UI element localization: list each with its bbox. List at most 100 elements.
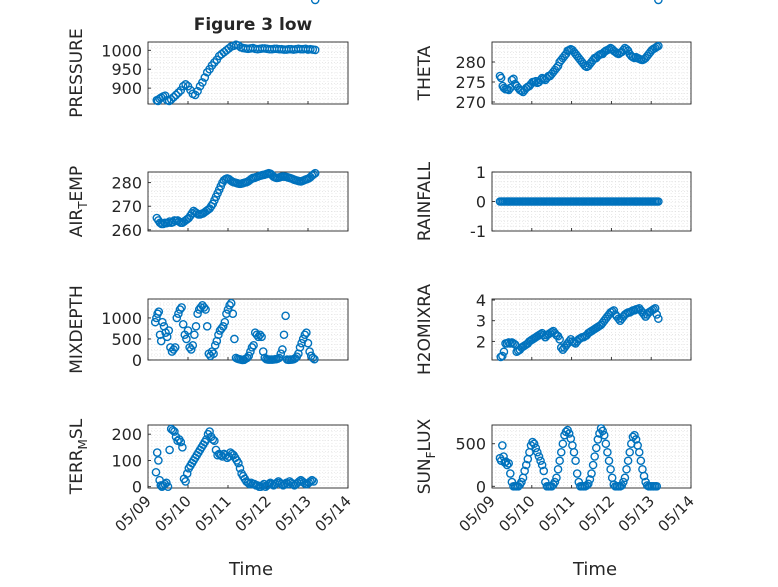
subplot-h2omixra: 23 4 H2OMIXRA [415, 284, 692, 375]
data-point [172, 313, 182, 323]
data-point [630, 430, 639, 440]
y-axis-label: THETA [415, 45, 435, 101]
data-point [255, 330, 265, 340]
data-point [198, 78, 207, 87]
data-point [218, 322, 228, 331]
data-point [539, 466, 549, 476]
data-point [599, 430, 609, 440]
data-point [254, 332, 263, 342]
data-point [154, 307, 164, 316]
data-point [225, 301, 234, 310]
x-tick-label: 05/11 [535, 492, 578, 535]
data-point [279, 330, 289, 340]
y-tick-label: 1000 [101, 309, 142, 328]
y-axis-label: TERRMSL [67, 418, 90, 495]
data-point [601, 439, 611, 449]
data-point [295, 343, 305, 352]
y-tick-label: 280 [111, 174, 142, 193]
data-point [176, 437, 186, 447]
y-tick-label: 500 [455, 435, 486, 454]
data-point [652, 310, 662, 319]
data-point [506, 339, 515, 348]
y-axis-label: RAINFALL [415, 161, 435, 241]
y-axis-label: PRESSURE [67, 28, 87, 117]
data-point [654, 197, 663, 206]
data-point [210, 436, 219, 446]
data-point [200, 73, 210, 82]
data-point [614, 314, 623, 323]
data-point [310, 45, 320, 55]
data-point [199, 303, 209, 312]
y-tick-label: 1000 [101, 41, 142, 60]
data-point [529, 439, 539, 449]
data-point [590, 452, 599, 461]
data-point [603, 447, 612, 457]
data-point [281, 311, 290, 321]
y-tick-label: 0 [476, 193, 486, 212]
data-point [572, 469, 582, 478]
data-point [309, 170, 318, 179]
data-point [306, 477, 315, 486]
data-point [506, 469, 515, 478]
data-point [308, 353, 318, 363]
data-point [169, 92, 178, 102]
data-point [502, 339, 512, 348]
data-point [564, 429, 574, 438]
data-point [509, 339, 518, 348]
data-series [152, 40, 320, 106]
data-point [205, 427, 214, 436]
axes-box [491, 298, 692, 361]
data-point [171, 90, 181, 100]
data-point [297, 338, 306, 348]
data-point [531, 443, 541, 453]
data-point [587, 469, 596, 478]
data-point [166, 95, 176, 104]
y-tick-label: 0 [132, 351, 142, 370]
data-point [168, 425, 178, 435]
data-point [154, 456, 163, 465]
y-tick-label: 500 [111, 330, 142, 349]
data-point [176, 86, 186, 95]
y-tick-label: 0 [132, 478, 142, 497]
data-point [652, 481, 662, 491]
data-point [178, 319, 188, 329]
data-point [654, 314, 663, 323]
data-point [164, 326, 174, 335]
data-point [604, 456, 614, 466]
data-point [310, 168, 320, 178]
data-point [556, 343, 566, 352]
x-axis-label-left: Time [228, 559, 273, 580]
data-point [310, 0, 320, 5]
data-point [536, 456, 545, 466]
data-point [571, 456, 580, 466]
data-point [502, 460, 512, 470]
data-point [278, 345, 287, 354]
data-series [152, 168, 320, 229]
x-tick-label: 05/11 [192, 492, 235, 535]
data-point [504, 85, 514, 95]
data-point [591, 443, 601, 453]
data-point [509, 74, 518, 84]
data-point [521, 460, 531, 470]
data-point [553, 464, 563, 474]
data-point [593, 435, 603, 444]
y-tick-label: 1 [476, 163, 486, 182]
data-point [228, 309, 238, 319]
data-point [631, 435, 641, 444]
y-tick-label: 200 [111, 425, 142, 444]
data-point [558, 439, 568, 449]
data-point [622, 464, 631, 474]
data-point [504, 459, 514, 468]
data-point [151, 467, 161, 477]
data-series [496, 304, 663, 362]
data-point [309, 477, 318, 486]
data-point [552, 473, 561, 483]
data-point [303, 338, 313, 348]
data-point [165, 445, 174, 455]
data-point [234, 41, 243, 50]
x-tick-label: 05/13 [615, 492, 658, 535]
y-axis-label: SUNFLUX [415, 418, 438, 494]
